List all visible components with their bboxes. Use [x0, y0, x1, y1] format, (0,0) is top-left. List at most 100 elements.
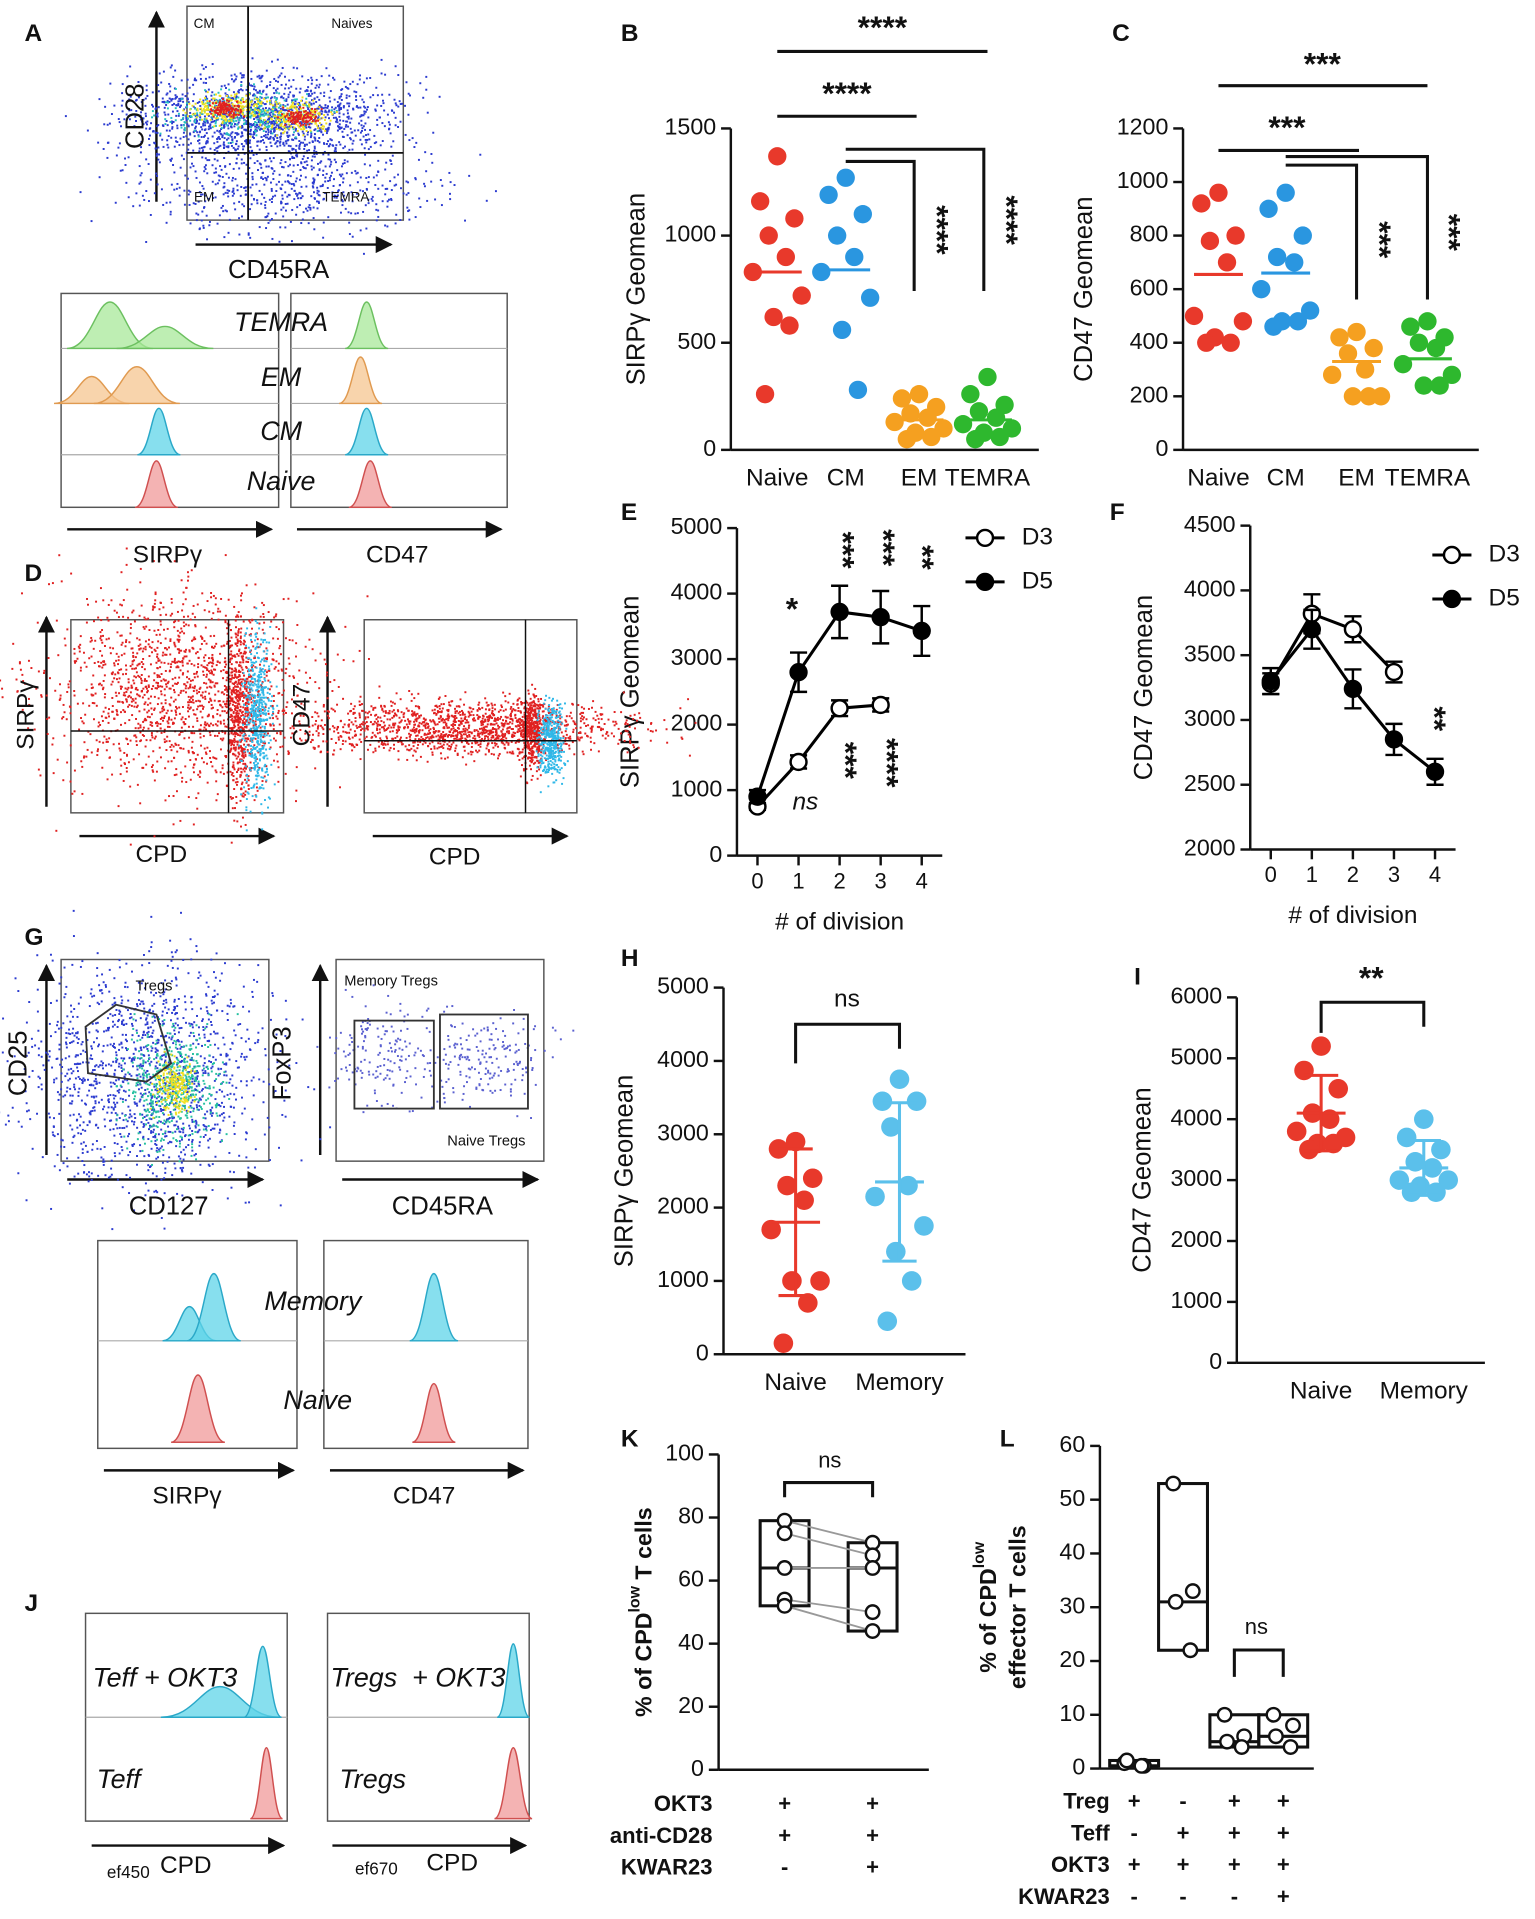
event [227, 98, 230, 101]
event [69, 712, 72, 715]
event [140, 172, 143, 175]
point [789, 663, 808, 682]
event [177, 744, 180, 747]
event [280, 109, 283, 112]
event [202, 81, 205, 84]
event [228, 114, 231, 117]
event [254, 89, 257, 92]
event [206, 686, 209, 689]
event [358, 78, 361, 81]
event [203, 666, 206, 669]
event [173, 657, 176, 660]
event [150, 687, 153, 690]
event [247, 233, 250, 236]
event [282, 106, 285, 109]
event [193, 118, 196, 121]
event [419, 82, 422, 85]
event [24, 682, 27, 685]
event [309, 94, 312, 97]
event [221, 120, 224, 123]
event [139, 726, 142, 729]
event [277, 662, 280, 665]
event [288, 182, 291, 185]
event [179, 106, 181, 109]
event [209, 635, 212, 638]
event [169, 213, 172, 216]
event [166, 627, 169, 630]
event [62, 716, 65, 719]
event [298, 178, 301, 181]
event [33, 728, 36, 731]
event [189, 683, 192, 686]
event [220, 88, 223, 91]
event [232, 167, 235, 170]
event [223, 104, 226, 107]
event [54, 689, 57, 692]
dot [1396, 1127, 1417, 1148]
event [145, 625, 148, 628]
event [211, 135, 214, 138]
event [115, 709, 118, 712]
event [404, 133, 407, 136]
event [194, 713, 197, 716]
event [298, 114, 301, 117]
event [243, 145, 246, 148]
event [296, 118, 299, 121]
x-tick-label: EM [1338, 465, 1375, 492]
event [276, 87, 279, 90]
event [325, 172, 328, 175]
y-tick-label: 2000 [657, 1193, 709, 1219]
event [178, 186, 181, 189]
event [278, 92, 281, 95]
event [282, 598, 285, 601]
event [214, 723, 217, 726]
event [127, 761, 130, 764]
event [333, 679, 336, 682]
event [195, 79, 198, 82]
event [226, 124, 229, 127]
event [284, 127, 287, 130]
event [249, 186, 252, 189]
event [361, 129, 363, 132]
event [214, 111, 217, 114]
event [311, 92, 314, 95]
event [211, 765, 214, 768]
event [202, 674, 205, 676]
event [174, 676, 177, 679]
event [335, 196, 338, 199]
event [230, 135, 233, 138]
event [264, 176, 267, 179]
event [209, 680, 212, 683]
event [244, 701, 247, 704]
event [263, 112, 266, 115]
event [300, 162, 303, 165]
event [171, 126, 174, 129]
event [308, 116, 311, 119]
event [287, 126, 290, 129]
event [123, 691, 126, 694]
event [219, 748, 222, 751]
event [197, 773, 200, 776]
event [153, 629, 156, 632]
event [339, 127, 342, 130]
event [374, 184, 377, 187]
event [157, 158, 160, 161]
event [125, 563, 128, 566]
event [365, 227, 368, 230]
event [152, 770, 155, 773]
event [238, 691, 241, 694]
event [359, 138, 362, 141]
event [145, 241, 148, 243]
event [309, 126, 312, 129]
event [245, 94, 248, 97]
event [168, 703, 171, 706]
event [300, 174, 302, 177]
event [332, 185, 335, 187]
event [397, 105, 400, 108]
event [218, 109, 221, 112]
event [156, 721, 159, 724]
event [213, 97, 216, 100]
event [230, 113, 233, 116]
event [220, 103, 223, 106]
event [234, 149, 237, 152]
